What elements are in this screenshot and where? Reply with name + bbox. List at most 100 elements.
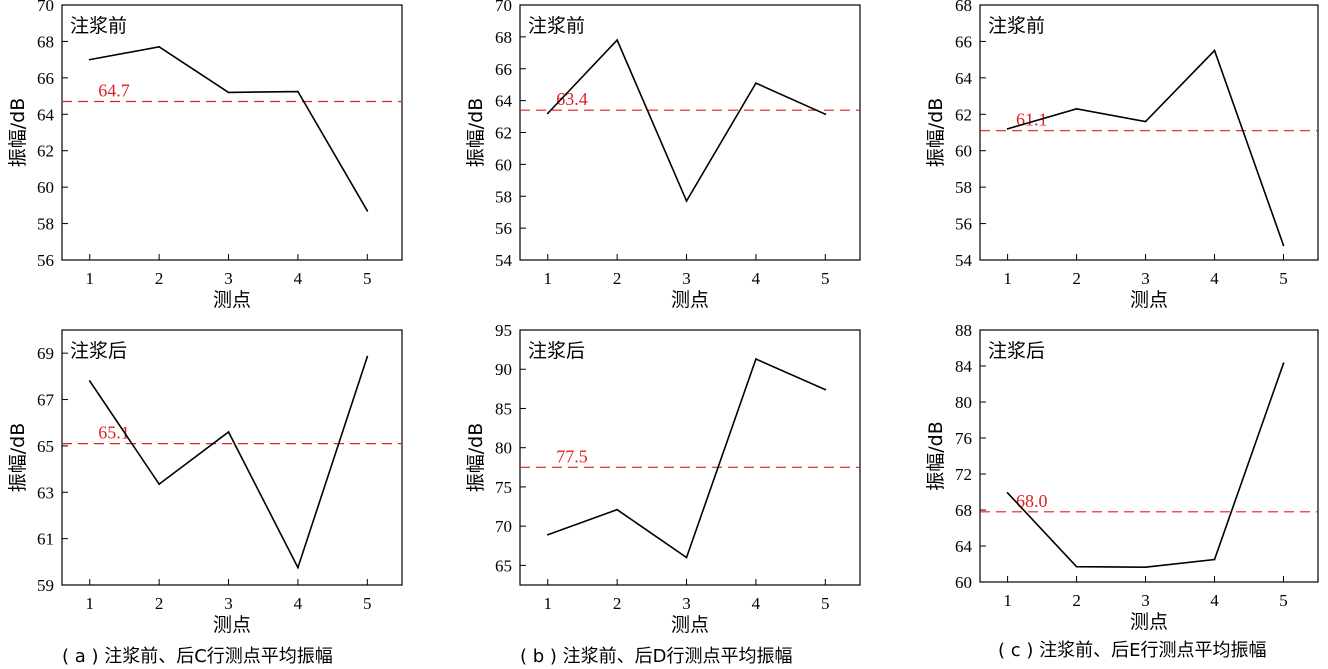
series-line [547,357,826,559]
y-tick-label: 70 [495,517,512,536]
caption-b: ( b ) 注浆前、后D行测点平均振幅 [520,646,793,667]
y-tick-label: 68 [37,32,54,51]
x-axis-label: 测点 [1130,289,1168,311]
x-tick-label: 1 [1003,591,1012,610]
x-tick-label: 2 [1072,269,1081,288]
data-point [88,380,91,382]
panel-title: 注浆后 [988,340,1045,362]
y-tick-label: 60 [955,573,972,592]
data-point [366,355,369,358]
x-tick-label: 4 [752,594,761,613]
data-point [297,566,299,569]
data-point [1006,127,1009,130]
y-tick-label: 80 [955,393,972,412]
y-tick-label: 64 [955,537,973,556]
y-tick-label: 62 [37,142,54,161]
x-tick-label: 4 [294,269,303,288]
data-point [227,431,230,433]
y-axis-label: 振幅/dB [465,98,487,168]
x-tick-label: 2 [1072,591,1081,610]
data-point [685,200,688,202]
plot-frame [979,4,1319,261]
y-tick-label: 68 [955,0,972,15]
x-tick-label: 2 [613,594,622,613]
series-line [1007,49,1285,246]
chart-panel-6: 60 64 68 72 76 80 84 88 1 2 3 4 5 测点 振幅/dB 注浆后 68.0 [925,321,1319,633]
x-tick-label: 4 [294,594,303,613]
x-tick-label: 2 [155,594,164,613]
chart-panel-3: 54 56 58 60 62 64 66 68 1 2 3 4 5 测点 振幅/dB 注浆前 61.1 [925,0,1319,311]
series-line [547,38,826,203]
x-tick-label: 1 [86,594,95,613]
mean-reference-label: 61.1 [1016,110,1048,130]
data-point [616,39,619,41]
y-tick-label: 62 [495,124,512,143]
x-tick-label: 3 [224,269,233,288]
x-tick-label: 3 [682,594,691,613]
y-tick-label: 68 [495,28,512,47]
y-tick-label: 60 [37,178,54,197]
y-tick-label: 54 [955,251,973,270]
panel-title: 注浆前 [528,15,585,37]
data-point [1282,362,1285,365]
x-tick-label: 3 [1141,591,1150,610]
y-tick-label: 65 [495,556,512,575]
plot-frame [519,4,861,261]
y-tick-label: 66 [955,32,972,51]
data-point [366,209,369,212]
y-tick-label: 56 [495,219,512,238]
data-point [1213,558,1216,561]
series-line [1007,363,1285,568]
y-tick-label: 63 [37,483,54,502]
y-tick-label: 76 [955,429,972,448]
y-tick-label: 58 [955,178,972,197]
mean-reference-label: 64.7 [98,81,130,101]
x-axis-label: 测点 [213,614,251,636]
data-point [1282,244,1285,247]
data-point [158,483,161,486]
y-tick-label: 80 [495,439,512,458]
y-tick-label: 72 [955,465,972,484]
x-tick-label: 4 [1210,591,1219,610]
x-tick-label: 2 [613,269,622,288]
x-tick-label: 3 [682,269,691,288]
plot-frame [519,329,861,586]
y-tick-label: 67 [37,391,55,410]
x-axis-label: 测点 [671,614,709,636]
y-tick-label: 69 [37,344,54,363]
data-point [1213,49,1216,52]
data-point [755,82,757,84]
y-tick-label: 65 [37,437,54,456]
y-tick-label: 64 [955,69,973,88]
caption-c: ( c ) 注浆前、后E行测点平均振幅 [998,640,1267,661]
x-tick-label: 1 [86,269,95,288]
y-tick-label: 58 [495,187,512,206]
data-point [616,508,619,511]
data-point [227,91,230,94]
plot-frame [979,329,1319,583]
plot-frame [61,329,403,586]
y-tick-label: 64 [37,105,55,124]
series-line [89,46,368,212]
y-tick-label: 58 [37,215,54,234]
chart-panel-2: 54 56 58 60 62 64 66 68 70 1 2 3 4 5 测点 振幅/dB 注浆前 63.4 [465,0,861,311]
x-tick-label: 5 [821,594,830,613]
caption-a: ( a ) 注浆前、后C行测点平均振幅 [62,646,333,667]
x-axis-label: 测点 [213,289,251,311]
mean-reference-label: 63.4 [556,89,588,109]
panel-title: 注浆后 [70,340,127,362]
series-line [89,356,369,570]
x-tick-label: 5 [821,269,830,288]
y-tick-label: 70 [37,0,54,15]
y-tick-label: 60 [495,155,512,174]
data-point [88,58,91,61]
x-tick-label: 1 [544,269,553,288]
chart-panel-1: 56 58 60 62 64 66 68 70 1 2 3 4 5 测点 振幅/dB 注浆前 64.7 [7,0,403,311]
y-tick-label: 85 [495,399,512,418]
panel-title: 注浆前 [988,15,1045,37]
chart-panel-5: 65 70 75 80 85 90 95 1 2 3 4 5 测点 振幅/dB 注浆后 77.5 [465,321,861,636]
y-tick-label: 70 [495,0,512,15]
mean-reference-label: 68.0 [1016,491,1048,511]
data-point [824,113,827,116]
